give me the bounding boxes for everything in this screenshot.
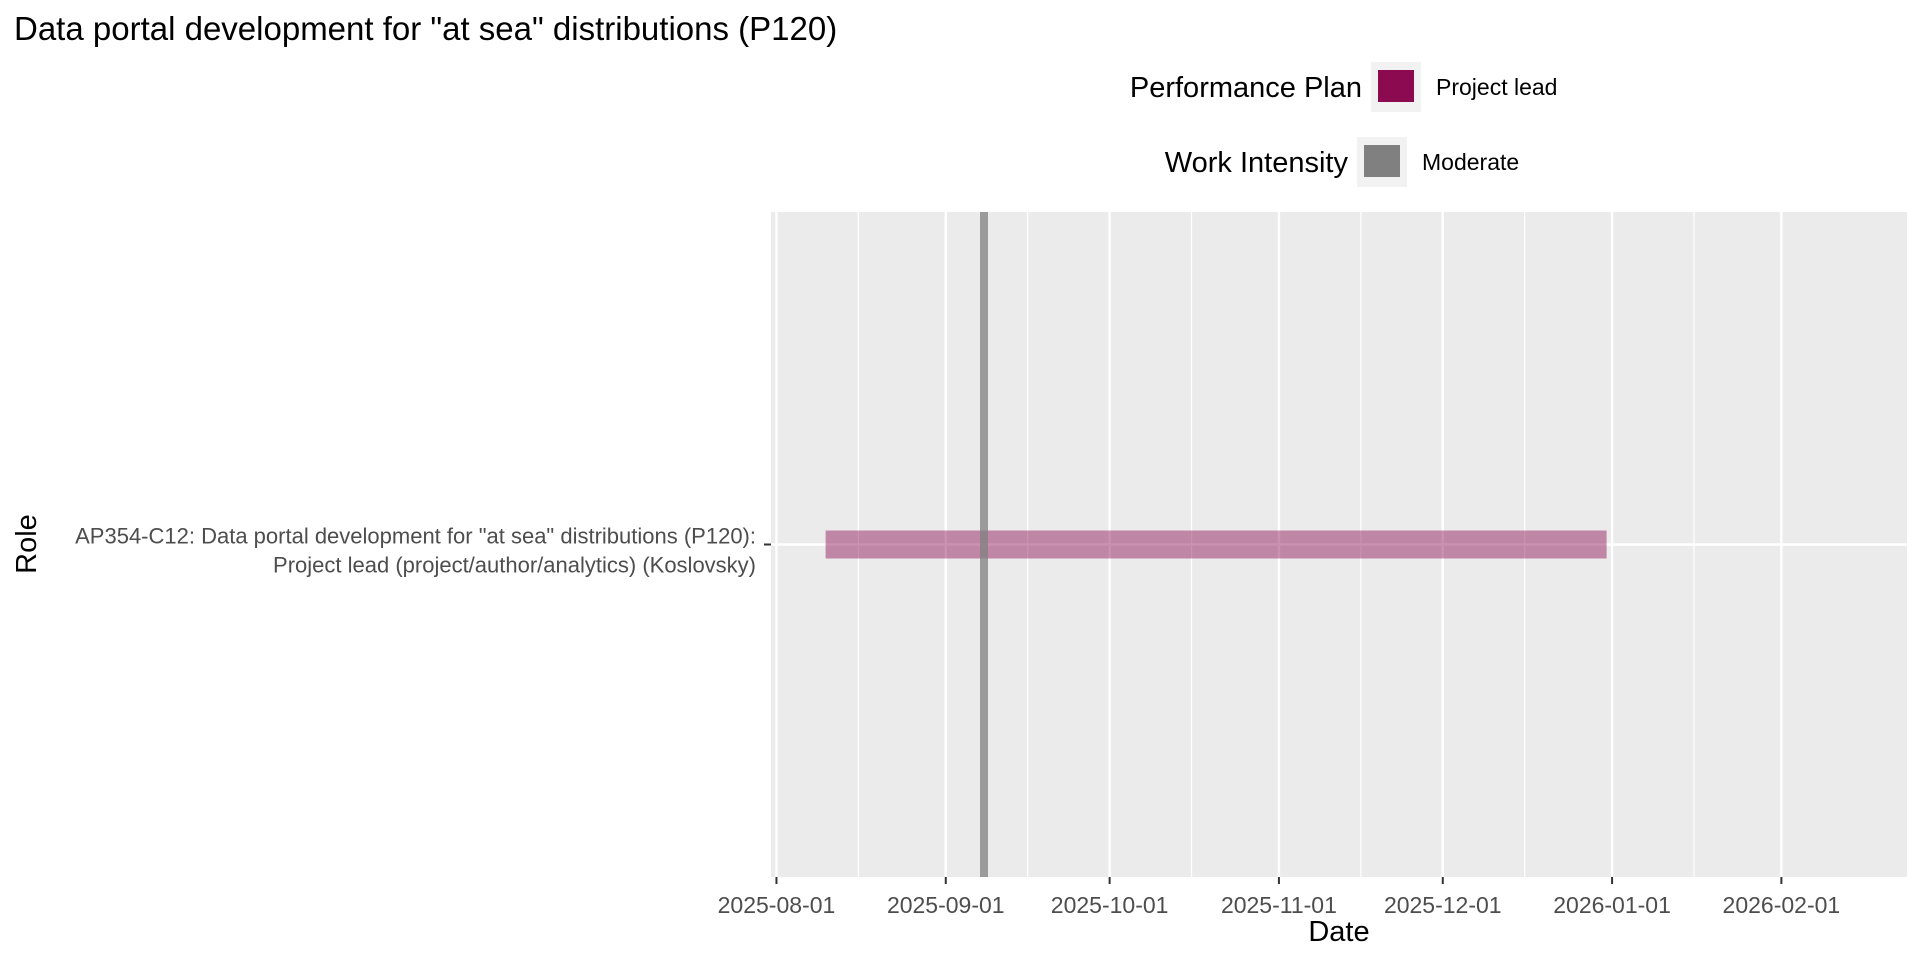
x-axis-title: Date xyxy=(1308,916,1369,948)
intensity-marker xyxy=(980,212,988,877)
x-tick-label: 2026-02-01 xyxy=(1723,892,1841,918)
legend-title: Performance Plan xyxy=(1130,72,1362,104)
legend-entry-label: Project lead xyxy=(1436,74,1557,100)
task-bars xyxy=(825,530,1607,559)
chart-title: Data portal development for "at sea" dis… xyxy=(14,10,837,47)
intensity-markers xyxy=(980,212,988,877)
y-category-label-line2: Project lead (project/author/analytics) … xyxy=(273,553,756,578)
x-tick-label: 2025-12-01 xyxy=(1384,892,1502,918)
legend: Performance Plan Project lead Work Intensi… xyxy=(1130,62,1557,187)
y-category-label-line1: AP354-C12: Data portal development for "… xyxy=(75,524,756,549)
x-tick-label: 2025-09-01 xyxy=(887,892,1005,918)
y-axis: AP354-C12: Data portal development for "… xyxy=(75,524,771,578)
x-tick-label: 2025-11-01 xyxy=(1221,892,1337,918)
x-axis: 2025-08-01 2025-09-01 2025-10-01 2025-11-01… xyxy=(718,877,1841,918)
legend-key-swatch xyxy=(1364,145,1400,177)
x-tick-label: 2025-10-01 xyxy=(1051,892,1169,918)
legend-title: Work Intensity xyxy=(1165,147,1349,179)
task-bar xyxy=(825,530,1607,559)
y-axis-title: Role xyxy=(11,514,43,574)
legend-entry-label: Moderate xyxy=(1422,149,1519,175)
legend-key-swatch xyxy=(1378,70,1414,102)
grid-lines xyxy=(771,212,1907,877)
x-tick-label: 2025-08-01 xyxy=(718,892,836,918)
x-tick-label: 2026-01-01 xyxy=(1553,892,1671,918)
